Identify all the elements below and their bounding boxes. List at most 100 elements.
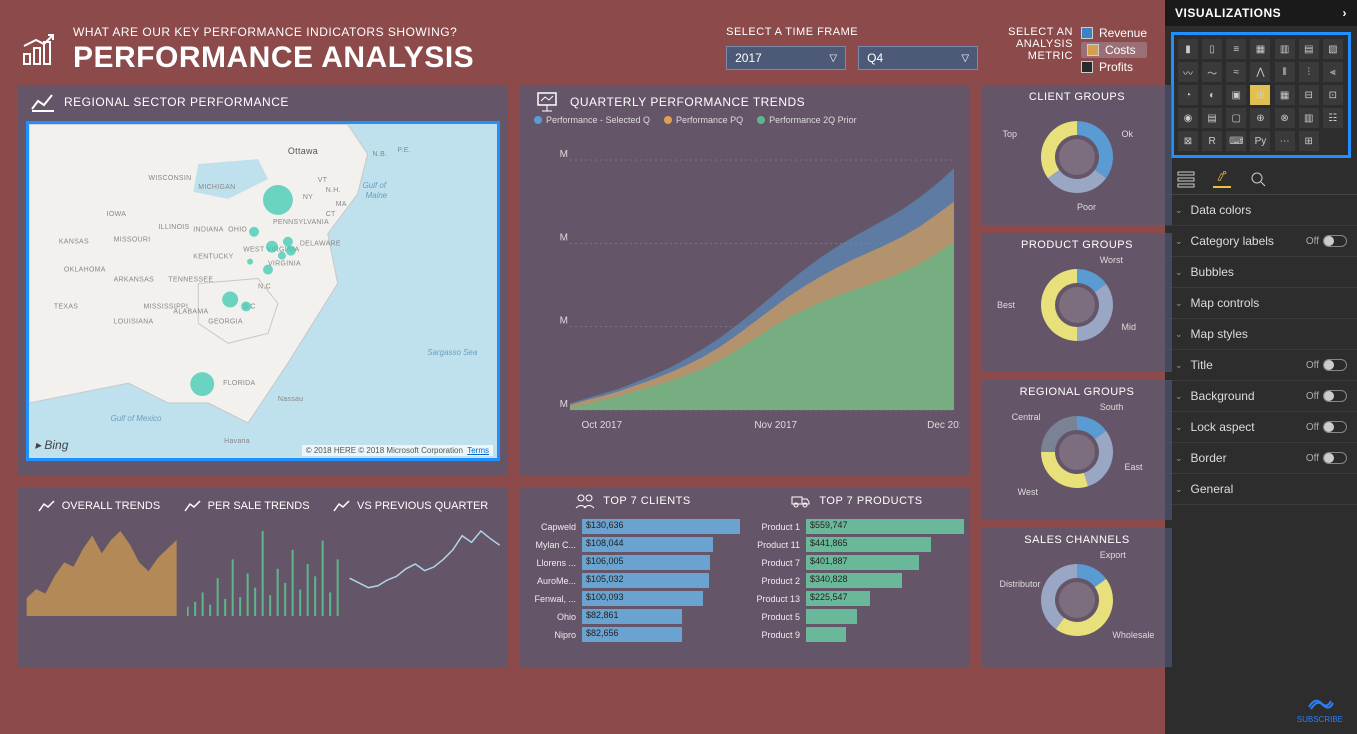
timeframe-label: SELECT A TIME FRAME bbox=[726, 26, 978, 38]
chevron-right-icon: › bbox=[1343, 6, 1348, 20]
format-property[interactable]: ⌄Map styles bbox=[1165, 319, 1357, 350]
viz-type-icon[interactable]: ▧ bbox=[1323, 39, 1343, 59]
dashboard-canvas: WHAT ARE OUR KEY PERFORMANCE INDICATORS … bbox=[0, 0, 1165, 734]
viz-type-icon[interactable]: ◐ bbox=[1202, 85, 1222, 105]
svg-text:Ottawa: Ottawa bbox=[288, 146, 318, 156]
bar-row[interactable]: Product 13 $225,547 bbox=[750, 591, 964, 606]
subscribe-badge[interactable]: SUBSCRIBE bbox=[1297, 693, 1343, 724]
viz-type-icon[interactable]: ▤ bbox=[1202, 108, 1222, 128]
trend-tab[interactable]: PER SALE TRENDS bbox=[184, 499, 310, 513]
format-property[interactable]: ⌄Lock aspectOff bbox=[1165, 412, 1357, 443]
format-tab-icon[interactable] bbox=[1213, 170, 1231, 188]
bar-row[interactable]: Product 2 $340,828 bbox=[750, 573, 964, 588]
bar-row[interactable]: Nipro $82,656 bbox=[526, 627, 740, 642]
bar-row[interactable]: Product 7 $401,887 bbox=[750, 555, 964, 570]
viz-type-icon[interactable]: ▯ bbox=[1202, 39, 1222, 59]
fields-tab-icon[interactable] bbox=[1177, 170, 1195, 188]
bar-row[interactable]: Product 5 bbox=[750, 609, 964, 624]
viz-type-icon[interactable]: ⊞ bbox=[1299, 131, 1319, 151]
metric-option[interactable]: Revenue bbox=[1081, 26, 1147, 40]
metric-option[interactable]: Profits bbox=[1081, 60, 1147, 74]
viz-type-icon[interactable]: ⌨ bbox=[1226, 131, 1246, 151]
top-clients-title: TOP 7 CLIENTS bbox=[526, 493, 740, 509]
bar-row[interactable]: Product 9 bbox=[750, 627, 964, 642]
regional-map-card[interactable]: REGIONAL SECTOR PERFORMANCE KANSASOKLAHO… bbox=[18, 85, 508, 475]
viz-type-icon[interactable]: ▤ bbox=[1299, 39, 1319, 59]
bar-row[interactable]: Fenwal, ... $100,093 bbox=[526, 591, 740, 606]
viz-type-icon[interactable]: ⊟ bbox=[1299, 85, 1319, 105]
viz-type-icon[interactable]: ⫷ bbox=[1323, 62, 1343, 82]
svg-text:VIRGINIA: VIRGINIA bbox=[268, 261, 301, 268]
chevron-down-icon: ▽ bbox=[961, 53, 969, 64]
bar-row[interactable]: Product 1 $559,747 bbox=[750, 519, 964, 534]
client-groups-donut[interactable]: CLIENT GROUPSOkPoorTop bbox=[982, 85, 1172, 225]
format-property[interactable]: ⌄Map controls bbox=[1165, 288, 1357, 319]
viz-type-icon[interactable]: ▮ bbox=[1178, 39, 1198, 59]
quarter-dropdown[interactable]: Q4 ▽ bbox=[858, 46, 978, 70]
svg-text:Maine: Maine bbox=[366, 191, 388, 200]
bar-row[interactable]: Product 11 $441,865 bbox=[750, 537, 964, 552]
viz-type-icon[interactable]: ▣ bbox=[1226, 85, 1246, 105]
viz-type-icon[interactable]: ⫶ bbox=[1299, 62, 1319, 82]
viz-type-icon[interactable]: ≈ bbox=[1226, 62, 1246, 82]
viz-type-icon[interactable]: ⋀ bbox=[1250, 62, 1270, 82]
viz-type-icon[interactable]: ⊞ bbox=[1250, 85, 1270, 105]
viz-type-icon[interactable]: ⊠ bbox=[1178, 131, 1198, 151]
metric-selector: Revenue Costs Profits bbox=[1081, 26, 1147, 74]
viz-type-icon[interactable]: R bbox=[1202, 131, 1222, 151]
year-dropdown[interactable]: 2017 ▽ bbox=[726, 46, 846, 70]
trend-tab[interactable]: VS PREVIOUS QUARTER bbox=[333, 499, 488, 513]
format-property[interactable]: ⌄BackgroundOff bbox=[1165, 381, 1357, 412]
svg-text:Gulf of Mexico: Gulf of Mexico bbox=[111, 414, 162, 423]
quarterly-trends-card[interactable]: QUARTERLY PERFORMANCE TRENDS Performance… bbox=[520, 85, 970, 475]
performance-icon bbox=[18, 30, 58, 70]
viz-type-icon[interactable]: Py bbox=[1250, 131, 1270, 151]
format-property[interactable]: ⌄Bubbles bbox=[1165, 257, 1357, 288]
svg-text:Gulf of: Gulf of bbox=[363, 181, 387, 190]
viz-type-icon[interactable]: ⊗ bbox=[1275, 108, 1295, 128]
viz-type-icon[interactable]: ▢ bbox=[1226, 108, 1246, 128]
bar-row[interactable]: Llorens ... $106,005 bbox=[526, 555, 740, 570]
viz-type-icon[interactable]: ◉ bbox=[1178, 108, 1198, 128]
donut-title: REGIONAL GROUPS bbox=[1020, 386, 1135, 398]
visualizations-panel: VISUALIZATIONS › ▮▯≡▦▥▤▧〰〜≈⋀⫴⫶⫷◔◐▣⊞▦⊟⊡◉▤… bbox=[1165, 0, 1357, 734]
format-property[interactable]: ⌄Data colors bbox=[1165, 195, 1357, 226]
format-property[interactable]: ⌄BorderOff bbox=[1165, 443, 1357, 474]
metric-option[interactable]: Costs bbox=[1081, 42, 1147, 58]
viz-type-icon[interactable]: ☷ bbox=[1323, 108, 1343, 128]
format-property[interactable]: ⌄TitleOff bbox=[1165, 350, 1357, 381]
bar-row[interactable]: Capweld $130,636 bbox=[526, 519, 740, 534]
map-visual[interactable]: KANSASOKLAHOMATEXASMISSOURIARKANSASLOUIS… bbox=[26, 121, 500, 461]
viz-type-icon[interactable]: ≡ bbox=[1226, 39, 1246, 59]
product-groups-donut[interactable]: PRODUCT GROUPSWorstMidBest bbox=[982, 233, 1172, 373]
viz-panel-header[interactable]: VISUALIZATIONS › bbox=[1165, 0, 1357, 26]
sparkline bbox=[187, 521, 338, 616]
svg-text:2M: 2M bbox=[560, 232, 568, 243]
trend-tab[interactable]: OVERALL TRENDS bbox=[38, 499, 160, 513]
viz-type-icon[interactable]: 〰 bbox=[1178, 62, 1198, 82]
viz-type-icon[interactable]: ▦ bbox=[1275, 85, 1295, 105]
bar-row[interactable]: AuroMe... $105,032 bbox=[526, 573, 740, 588]
svg-text:0M: 0M bbox=[560, 399, 568, 410]
svg-text:1M: 1M bbox=[560, 316, 568, 327]
trends-legend: Performance - Selected QPerformance PQPe… bbox=[520, 115, 970, 131]
regional-groups-donut[interactable]: REGIONAL GROUPSSouthEastWestCentral bbox=[982, 380, 1172, 520]
viz-type-icon[interactable]: ⋯ bbox=[1275, 131, 1295, 151]
bar-row[interactable]: Mylan C... $108,044 bbox=[526, 537, 740, 552]
sales-groups-donut[interactable]: SALES CHANNELSExportWholesaleDistributor bbox=[982, 528, 1172, 668]
viz-type-icon[interactable]: ▦ bbox=[1250, 39, 1270, 59]
metric-label: ANALYSIS bbox=[1008, 38, 1073, 50]
terms-link[interactable]: Terms bbox=[467, 446, 489, 455]
bar-row[interactable]: Ohio $82,861 bbox=[526, 609, 740, 624]
viz-type-icon[interactable]: ◔ bbox=[1178, 85, 1198, 105]
analytics-tab-icon[interactable] bbox=[1249, 170, 1267, 188]
viz-type-icon[interactable]: ⊡ bbox=[1323, 85, 1343, 105]
format-property[interactable]: ⌄Category labelsOff bbox=[1165, 226, 1357, 257]
viz-type-icon[interactable]: ⫴ bbox=[1275, 62, 1295, 82]
format-property[interactable]: ⌄General bbox=[1165, 474, 1357, 505]
viz-type-icon[interactable]: ▥ bbox=[1275, 39, 1295, 59]
viz-type-icon[interactable]: 〜 bbox=[1202, 62, 1222, 82]
viz-type-icon[interactable]: ⊕ bbox=[1250, 108, 1270, 128]
viz-type-icon[interactable]: ▥ bbox=[1299, 108, 1319, 128]
top-products-title: TOP 7 PRODUCTS bbox=[750, 493, 964, 509]
